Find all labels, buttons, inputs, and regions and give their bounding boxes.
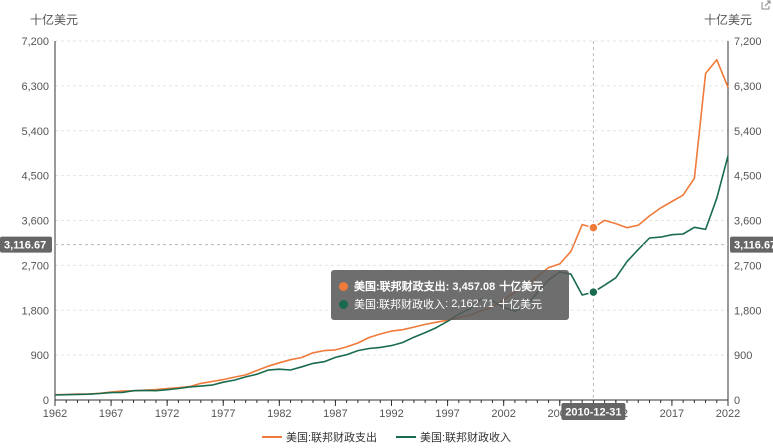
x-tick-label: 2017 <box>660 408 684 420</box>
tooltip-unit: 十亿美元 <box>499 281 544 293</box>
x-tick-label: 1987 <box>323 408 347 420</box>
crosshair-y-badge-left <box>0 236 52 253</box>
y-tick-label-right: 5,400 <box>734 126 762 138</box>
crosshair-y-label-right: 3,116.67 <box>734 240 773 252</box>
left-axis-unit: 十亿美元 <box>30 12 78 27</box>
y-tick-label-right: 0 <box>734 395 740 407</box>
axes: 0 0 900 900 1,800 1,800 2,700 2,700 3,600 3,600 4,… <box>21 36 761 420</box>
y-tick-label-right: 3,600 <box>734 216 762 228</box>
legend: 美国:联邦财政支出 美国:联邦财政收入 <box>262 430 511 444</box>
highlight-point <box>588 286 599 298</box>
revenue-dot-icon <box>339 299 348 309</box>
crosshair-y-badge-right <box>730 236 773 253</box>
y-tick-label-left: 4,500 <box>21 171 49 183</box>
y-tick-label-left: 5,400 <box>21 126 49 138</box>
legend-label: 美国:联邦财政收入 <box>420 430 511 444</box>
x-tick-label: 1997 <box>435 408 459 420</box>
y-tick-label-left: 6,300 <box>21 81 49 93</box>
y-tick-label-right: 1,800 <box>734 305 762 317</box>
series-lines <box>54 58 729 396</box>
tooltip-unit: 十亿美元 <box>498 299 543 311</box>
series-line-1 <box>54 155 729 396</box>
y-tick-label-left: 3,600 <box>21 216 49 228</box>
spending-dot-icon <box>339 281 348 291</box>
export-icon[interactable] <box>761 0 771 10</box>
y-tick-label-right: 2,700 <box>734 260 762 272</box>
x-tick-label: 1967 <box>99 408 123 420</box>
y-tick-label-left: 7,200 <box>21 36 49 48</box>
y-tick-label-left: 1,800 <box>21 305 49 317</box>
x-tick-label: 1977 <box>211 408 235 420</box>
x-tick-label: 1972 <box>155 408 179 420</box>
crosshair-x-badge <box>561 403 626 420</box>
tooltip-row-spending: 美国:联邦财政支出: 3,457.08 十亿美元 <box>339 277 561 295</box>
tooltip-row-revenue: 美国:联邦财政收入: 2,162.71 十亿美元 <box>339 295 561 313</box>
x-tick-label: 2002 <box>491 408 515 420</box>
x-tick-label: 2022 <box>716 408 740 420</box>
tooltip-series-name: 美国:联邦财政收入 <box>354 299 446 311</box>
crosshair: 2010-12-31 3,116.67 3,116.67 <box>0 41 773 420</box>
highlight-point <box>588 222 599 233</box>
tooltip-value: 3,457.08 <box>452 281 496 293</box>
legend-label: 美国:联邦财政支出 <box>286 430 377 444</box>
y-tick-label-right: 900 <box>734 350 752 362</box>
x-tick-label: 1982 <box>267 408 291 420</box>
y-tick-label-right: 4,500 <box>734 171 762 183</box>
right-axis-unit: 十亿美元 <box>704 12 752 27</box>
crosshair-x-label: 2010-12-31 <box>565 407 621 419</box>
tooltip-value: 2,162.71 <box>451 298 495 310</box>
x-tick-label: 1992 <box>379 408 403 420</box>
crosshair-y-label-left: 3,116.67 <box>4 240 46 252</box>
tooltip-series-name: 美国:联邦财政支出 <box>354 281 446 293</box>
series-line-0 <box>54 58 729 396</box>
y-tick-label-right: 7,200 <box>734 36 762 48</box>
y-tick-label-left: 900 <box>31 350 49 362</box>
data-tooltip: 美国:联邦财政支出: 3,457.08 十亿美元 美国:联邦财政收入: 2,16… <box>331 270 569 320</box>
x-tick-label: 1962 <box>43 408 67 420</box>
y-tick-label-left: 2,700 <box>21 260 49 272</box>
y-tick-label-right: 6,300 <box>734 81 762 93</box>
y-tick-label-left: 0 <box>43 395 49 407</box>
